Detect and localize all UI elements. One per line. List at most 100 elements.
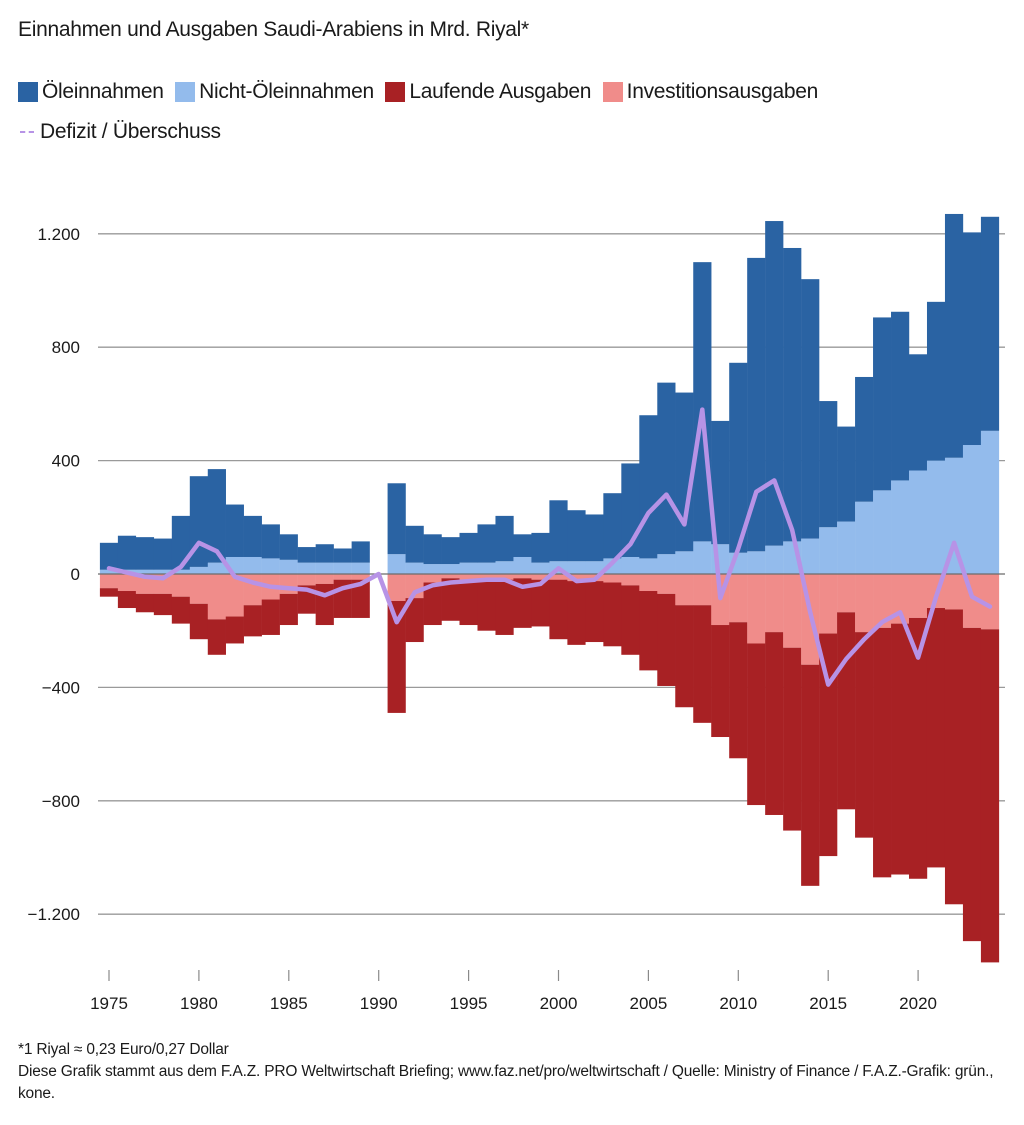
bar-current-expenditure: [585, 581, 604, 643]
bar-current-expenditure: [441, 578, 460, 621]
x-tick-label: 2005: [629, 994, 667, 1013]
bar-current-expenditure: [99, 588, 119, 597]
bar-investment-expenditure: [171, 574, 191, 597]
bar-oil-revenue: [315, 544, 334, 563]
bar-investment-expenditure: [765, 574, 784, 633]
y-tick-label: −1.200: [28, 905, 80, 924]
bar-current-expenditure: [765, 632, 784, 815]
legend-label: Nicht-Öleinnahmen: [199, 80, 374, 103]
bar-investment-expenditure: [297, 574, 316, 586]
bar-non-oil-revenue: [351, 562, 370, 574]
legend-item-investment-expenditure: Investitionsausgaben: [602, 76, 819, 107]
bar-oil-revenue: [603, 493, 622, 559]
bar-non-oil-revenue: [747, 551, 766, 574]
x-tick-label: 2020: [899, 994, 937, 1013]
bar-investment-expenditure: [117, 574, 137, 592]
bar-current-expenditure: [873, 627, 892, 878]
y-tick-label: 0: [71, 565, 80, 584]
bar-oil-revenue: [567, 510, 586, 562]
x-tick-label: 1990: [360, 994, 398, 1013]
y-tick-label: 1.200: [37, 225, 80, 244]
bar-investment-expenditure: [855, 574, 874, 633]
bar-investment-expenditure: [944, 574, 964, 610]
bar-investment-expenditure: [837, 574, 856, 613]
bar-non-oil-revenue: [603, 558, 622, 574]
chart-notes: *1 Riyal ≈ 0,23 Euro/0,27 Dollar Diese G…: [18, 1039, 1008, 1105]
bar-current-expenditure: [387, 600, 406, 713]
bar-oil-revenue: [765, 221, 784, 546]
legend-item-non-oil-revenue: Nicht-Öleinnahmen: [175, 76, 374, 107]
bar-investment-expenditure: [873, 574, 892, 628]
bar-investment-expenditure: [513, 574, 532, 579]
bar-investment-expenditure: [225, 574, 244, 617]
bar-non-oil-revenue: [909, 470, 928, 574]
bar-non-oil-revenue: [405, 562, 424, 574]
bar-investment-expenditure: [783, 574, 802, 648]
bar-current-expenditure: [315, 583, 334, 626]
x-tick-label: 2000: [540, 994, 578, 1013]
bar-oil-revenue: [99, 542, 119, 570]
balance-line: [106, 407, 993, 687]
bar-oil-revenue: [441, 537, 460, 565]
bar-current-expenditure: [171, 596, 191, 624]
bar-oil-revenue: [405, 525, 424, 563]
bar-non-oil-revenue: [531, 562, 550, 574]
bar-current-expenditure: [153, 593, 173, 616]
bar-non-oil-revenue: [585, 561, 604, 574]
bar-investment-expenditure: [980, 574, 1000, 630]
bar-investment-expenditure: [495, 574, 514, 580]
bar-non-oil-revenue: [675, 551, 694, 574]
bar-oil-revenue: [135, 537, 155, 570]
bar-oil-revenue: [153, 538, 173, 570]
bar-oil-revenue: [729, 362, 748, 553]
x-tick-label: 1975: [90, 994, 128, 1013]
bar-investment-expenditure: [909, 574, 928, 618]
bar-non-oil-revenue: [387, 554, 406, 574]
bar-investment-expenditure: [315, 574, 334, 584]
bar-current-expenditure: [405, 598, 424, 643]
bar-oil-revenue: [873, 317, 892, 491]
bar-oil-revenue: [926, 301, 946, 461]
x-tick-label: 2010: [719, 994, 757, 1013]
bar-oil-revenue: [333, 548, 352, 563]
bar-oil-revenue: [657, 382, 676, 555]
bar-investment-expenditure: [459, 574, 478, 580]
bar-non-oil-revenue: [423, 564, 442, 574]
bar-non-oil-revenue: [639, 558, 658, 574]
bar-investment-expenditure: [657, 574, 676, 594]
bar-investment-expenditure: [675, 574, 694, 606]
bar-non-oil-revenue: [189, 566, 208, 574]
bar-non-oil-revenue: [962, 445, 982, 574]
bar-oil-revenue: [909, 354, 928, 471]
bar-current-expenditure: [926, 608, 946, 868]
bar-investment-expenditure: [351, 574, 370, 580]
bar-oil-revenue: [243, 515, 262, 557]
bar-current-expenditure: [693, 605, 712, 723]
bar-oil-revenue: [279, 534, 298, 560]
bar-current-expenditure: [207, 619, 226, 655]
bar-oil-revenue: [423, 534, 442, 565]
bars: [99, 213, 1000, 963]
bar-non-oil-revenue: [261, 558, 280, 574]
bar-current-expenditure: [135, 593, 155, 613]
bar-non-oil-revenue: [153, 569, 173, 574]
bar-oil-revenue: [549, 500, 568, 562]
legend-swatch-current-expenditure: [385, 81, 406, 102]
bar-current-expenditure: [801, 664, 820, 886]
bar-non-oil-revenue: [801, 538, 820, 574]
bar-oil-revenue: [837, 426, 856, 522]
bar-current-expenditure: [225, 616, 244, 644]
bar-oil-revenue: [675, 392, 694, 552]
bar-investment-expenditure: [891, 574, 910, 624]
y-tick-label: 400: [52, 452, 80, 471]
bar-investment-expenditure: [333, 574, 352, 580]
bar-non-oil-revenue: [693, 541, 712, 574]
bar-current-expenditure: [980, 629, 1000, 963]
legend-label: Öleinnahmen: [42, 80, 164, 103]
bar-investment-expenditure: [189, 574, 208, 604]
legend-label: Investitionsausgaben: [626, 80, 819, 103]
bar-oil-revenue: [261, 524, 280, 559]
legend-dashed-line-icon: [20, 130, 34, 133]
x-tick-label: 2015: [809, 994, 847, 1013]
bar-oil-revenue: [351, 541, 370, 563]
